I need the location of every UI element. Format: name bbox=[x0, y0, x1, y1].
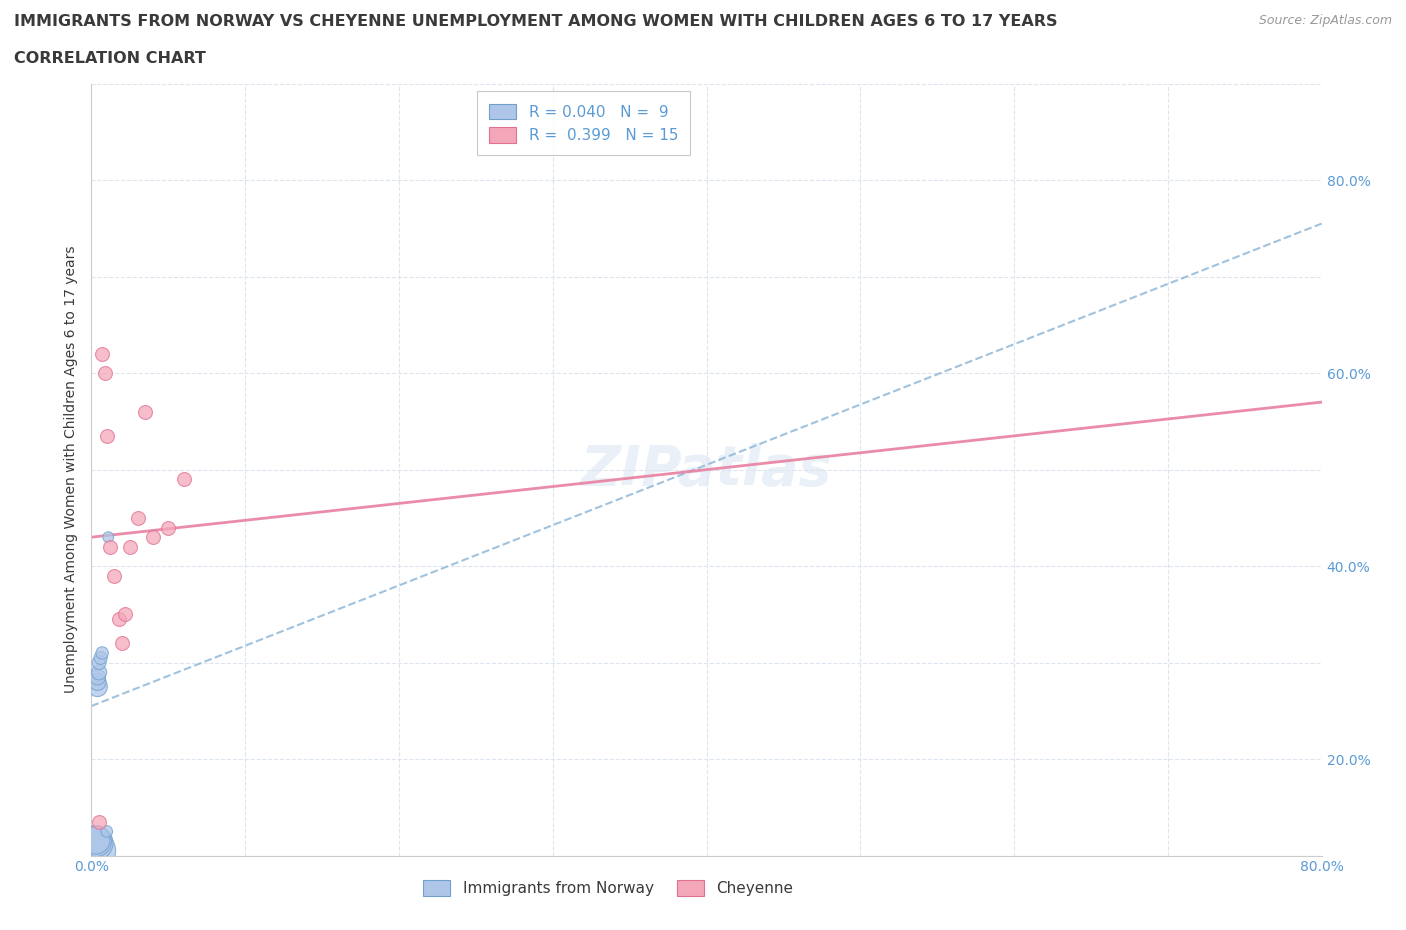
Point bbox=[84, 832, 107, 847]
Point bbox=[90, 650, 112, 665]
Point bbox=[94, 365, 117, 380]
Point bbox=[134, 405, 156, 419]
Point bbox=[87, 665, 110, 680]
Text: CORRELATION CHART: CORRELATION CHART bbox=[14, 51, 205, 66]
Y-axis label: Unemployment Among Women with Children Ages 6 to 17 years: Unemployment Among Women with Children A… bbox=[63, 246, 77, 694]
Point bbox=[103, 568, 125, 583]
Point bbox=[127, 511, 149, 525]
Point bbox=[84, 844, 107, 858]
Point bbox=[84, 836, 107, 851]
Text: IMMIGRANTS FROM NORWAY VS CHEYENNE UNEMPLOYMENT AMONG WOMEN WITH CHILDREN AGES 6: IMMIGRANTS FROM NORWAY VS CHEYENNE UNEMP… bbox=[14, 14, 1057, 29]
Legend: Immigrants from Norway, Cheyenne: Immigrants from Norway, Cheyenne bbox=[416, 874, 800, 902]
Point bbox=[108, 612, 131, 627]
Point bbox=[111, 636, 134, 651]
Point bbox=[86, 674, 108, 689]
Point bbox=[118, 539, 141, 554]
Text: Source: ZipAtlas.com: Source: ZipAtlas.com bbox=[1258, 14, 1392, 27]
Point bbox=[96, 824, 118, 839]
Point bbox=[157, 520, 180, 535]
Point bbox=[114, 607, 136, 622]
Point bbox=[86, 670, 108, 684]
Point bbox=[142, 530, 165, 545]
Point bbox=[91, 645, 114, 660]
Point bbox=[87, 656, 110, 671]
Point bbox=[86, 679, 108, 694]
Point bbox=[84, 833, 107, 848]
Point bbox=[97, 530, 120, 545]
Point bbox=[87, 815, 110, 830]
Text: ZIPatlas: ZIPatlas bbox=[581, 443, 832, 497]
Point bbox=[98, 539, 121, 554]
Point bbox=[96, 429, 118, 444]
Point bbox=[91, 347, 114, 362]
Point bbox=[173, 472, 195, 486]
